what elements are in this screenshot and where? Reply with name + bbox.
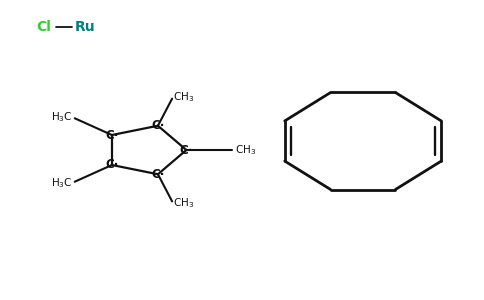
Text: Cl: Cl	[36, 20, 51, 34]
Text: C·: C·	[105, 128, 119, 142]
Text: CH$_3$: CH$_3$	[173, 90, 194, 104]
Text: H$_3$C: H$_3$C	[51, 176, 73, 190]
Text: C·: C·	[151, 119, 165, 132]
Text: Ru: Ru	[75, 20, 95, 34]
Text: CH$_3$: CH$_3$	[173, 196, 194, 210]
Text: H$_3$C: H$_3$C	[51, 110, 73, 124]
Text: C·: C·	[105, 158, 119, 172]
Text: CH$_3$: CH$_3$	[235, 143, 256, 157]
Text: C·: C·	[180, 143, 193, 157]
Text: C·: C·	[151, 168, 165, 181]
